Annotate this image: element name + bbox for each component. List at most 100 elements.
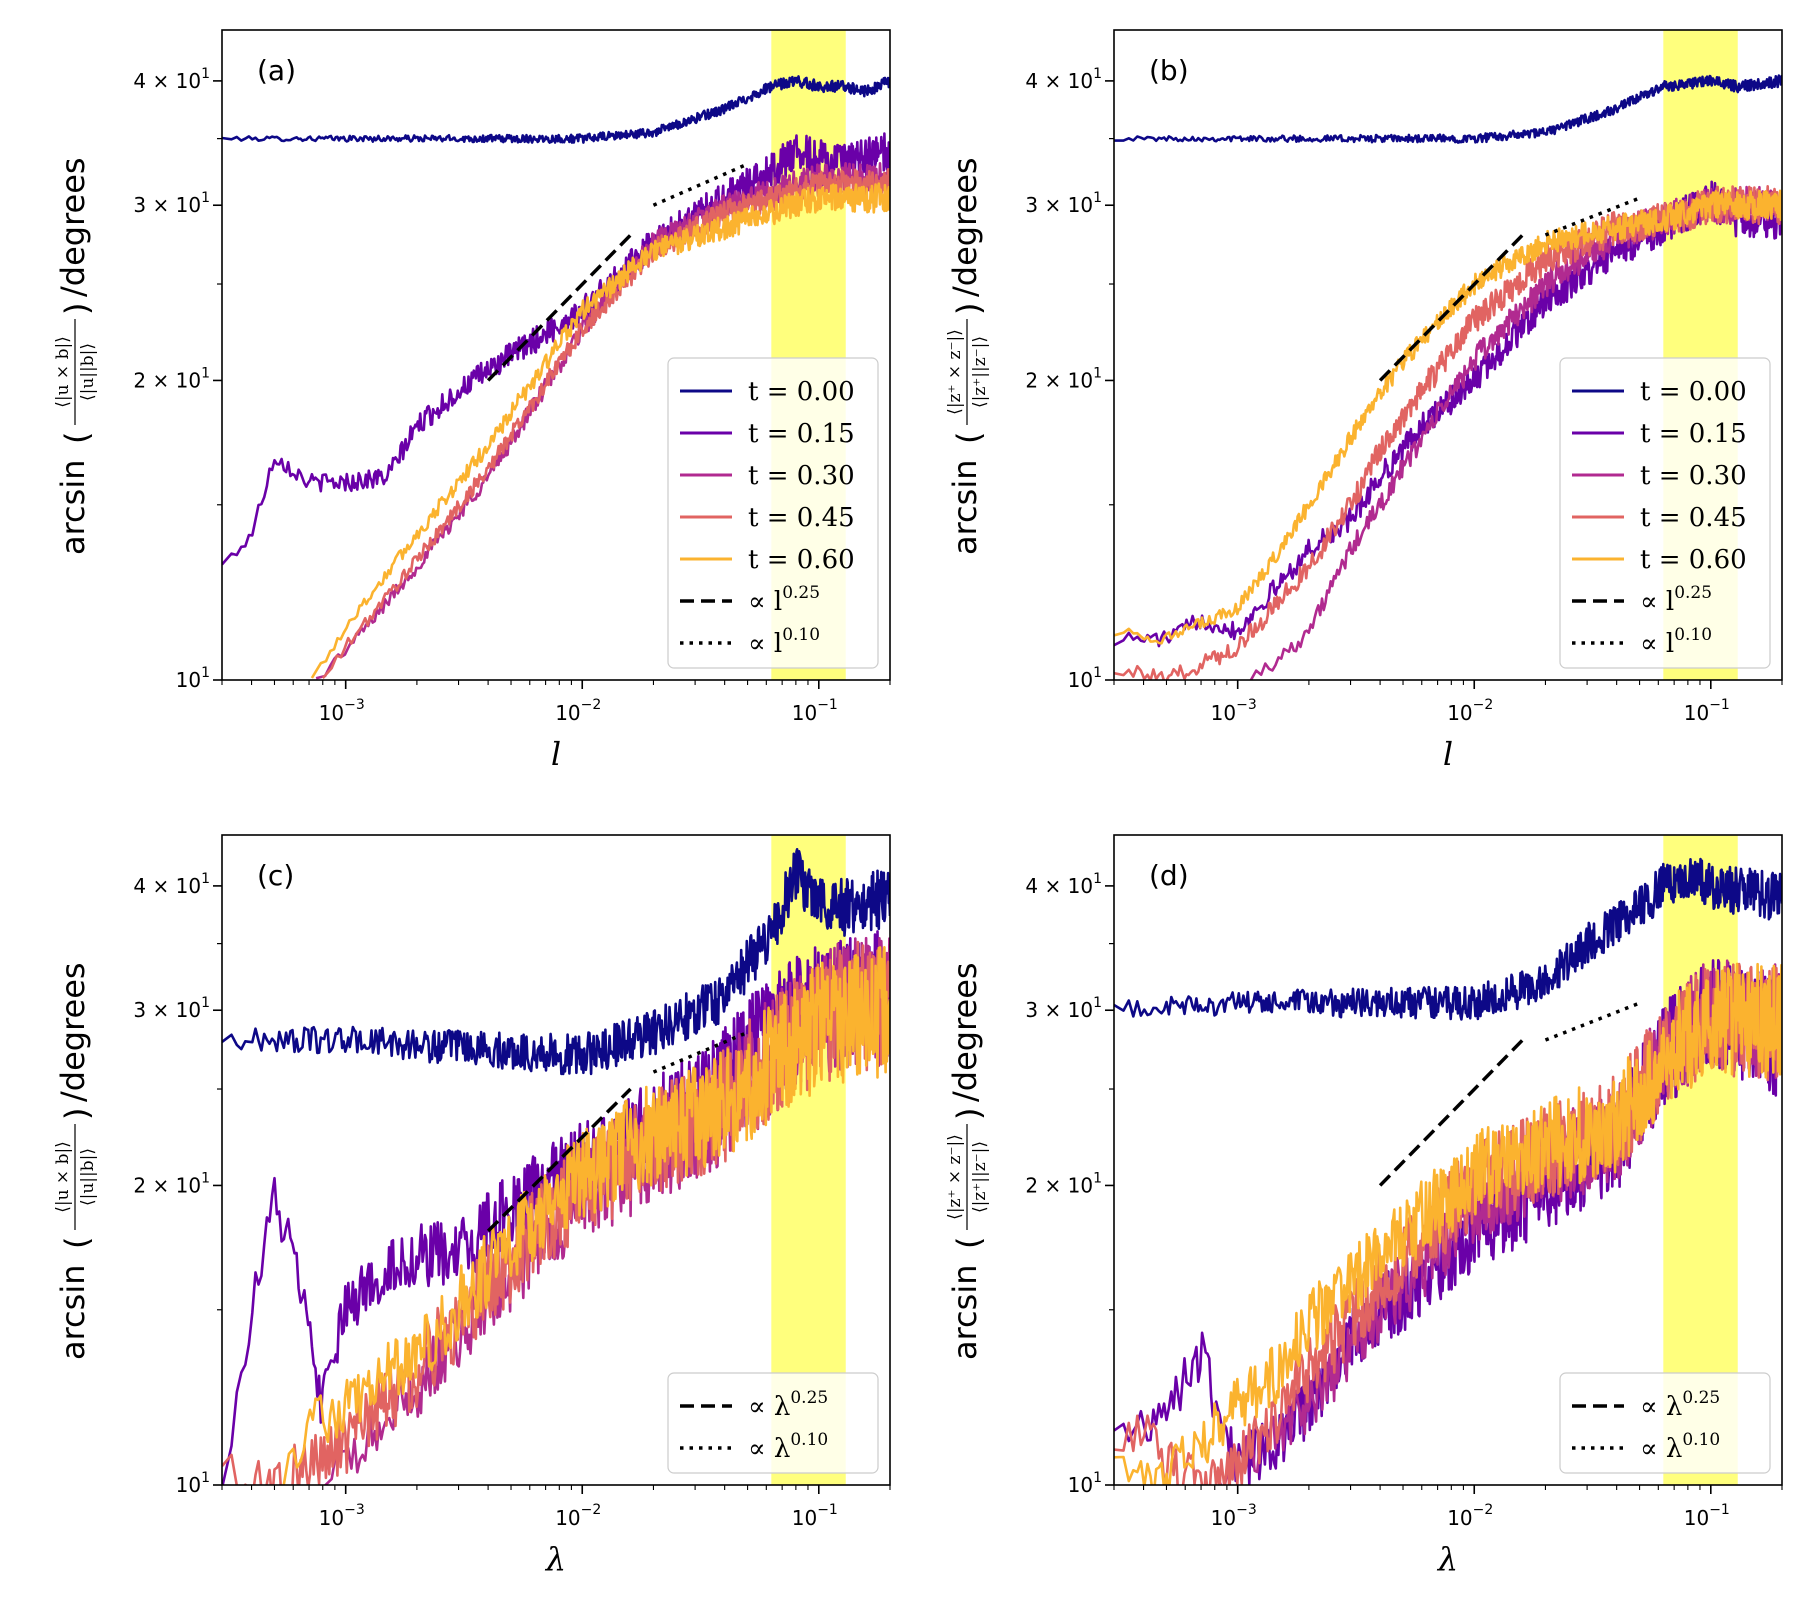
x-tick-label-exponent: −3 <box>1236 1502 1257 1518</box>
y-tick-label: 4 × 101 <box>1025 66 1102 93</box>
x-tick-label-base: 10 <box>1684 1506 1709 1530</box>
y-tick-label-base: 4 × 10 <box>133 874 201 898</box>
y-tick-label-exponent: 1 <box>1093 665 1102 681</box>
x-tick-label: 10−1 <box>1684 697 1730 725</box>
y-tick-label: 4 × 101 <box>133 66 210 93</box>
y-axis-label-paren-open: ( <box>58 432 96 444</box>
legend-label-text: t = 0.15 <box>1640 419 1747 449</box>
y-tick-label-exponent: 1 <box>1093 995 1102 1011</box>
series-line-1 <box>1114 74 1782 144</box>
x-tick-label: 10−1 <box>1684 1502 1730 1530</box>
legend-label-exponent: 0.25 <box>782 583 820 603</box>
y-tick-label-base: 2 × 10 <box>133 368 201 392</box>
legend-label-text: t = 0.45 <box>1640 503 1747 533</box>
y-tick-label-exponent: 1 <box>201 665 210 681</box>
legend-label-text: ∝ l <box>748 587 782 617</box>
x-tick-label-exponent: −3 <box>1236 697 1257 713</box>
y-axis-label-paren-open: ( <box>58 1237 96 1249</box>
plot-area <box>222 848 890 1485</box>
x-tick-label: 10−2 <box>1447 697 1493 725</box>
y-tick-label-exponent: 1 <box>201 66 210 82</box>
legend-label-exponent: 0.25 <box>1682 1388 1720 1408</box>
legend-box <box>667 357 879 669</box>
legend-label: ∝ λ0.25 <box>748 1388 828 1422</box>
y-axis-label-paren-close: ) <box>950 1108 988 1120</box>
y-tick-label: 2 × 101 <box>133 365 210 392</box>
legend-label-text: t = 0.45 <box>748 503 855 533</box>
axes-frame <box>1113 834 1783 1486</box>
y-axis-label-prefix: arcsin <box>54 460 92 556</box>
y-tick-label-base: 2 × 10 <box>1025 368 1093 392</box>
y-axis-label-numerator: ⟨|u × b|⟩ <box>53 1141 73 1213</box>
y-tick-label: 2 × 101 <box>1025 1170 1102 1197</box>
legend: ∝ λ0.25 ∝ λ0.10 <box>1559 1372 1771 1474</box>
panel-label: (d) <box>1149 859 1189 892</box>
y-axis-label-suffix: /degrees <box>946 962 984 1102</box>
series-line-1 <box>222 848 890 1076</box>
reference-line-dashed <box>1378 233 1524 382</box>
y-axis-label-paren-close: ) <box>58 1108 96 1120</box>
x-tick-label-exponent: −3 <box>344 1502 365 1518</box>
legend-label-exponent: 0.25 <box>1674 583 1712 603</box>
x-tick-label-exponent: −2 <box>1473 1502 1494 1518</box>
legend-label-exponent: 0.25 <box>790 1388 828 1408</box>
legend-label-text: ∝ λ <box>748 1392 790 1422</box>
reference-line-dotted <box>652 162 749 207</box>
legend-label: ∝ λ0.25 <box>1640 1388 1720 1422</box>
plot-area <box>222 75 890 680</box>
y-axis-label-prefix: arcsin <box>54 1265 92 1361</box>
reference-line-dashed <box>486 1087 632 1233</box>
axes-frame <box>1113 29 1783 681</box>
x-axis-label: λ <box>1436 1540 1458 1578</box>
y-tick-label-exponent: 1 <box>1093 190 1102 206</box>
y-tick-label-exponent: 1 <box>1093 365 1102 381</box>
series-line-5 <box>1114 962 1782 1485</box>
y-axis-label-paren-close: ) <box>950 303 988 315</box>
legend-label: t = 0.60 <box>748 545 855 575</box>
x-tick-label-base: 10 <box>555 701 580 725</box>
x-tick-label-base: 10 <box>1447 701 1472 725</box>
y-axis-label-suffix: /degrees <box>54 157 92 297</box>
x-tick-label-base: 10 <box>1211 1506 1236 1530</box>
y-tick-label-base: 4 × 10 <box>1025 69 1093 93</box>
legend-label: t = 0.45 <box>748 503 855 533</box>
y-axis-label-suffix: /degrees <box>54 962 92 1102</box>
x-tick-label-exponent: −2 <box>581 1502 602 1518</box>
reference-line-dashed <box>1378 1038 1524 1187</box>
x-tick-label-base: 10 <box>319 701 344 725</box>
series-line-1 <box>1114 857 1782 1021</box>
x-tick-label: 10−2 <box>555 1502 601 1530</box>
x-tick-label-base: 10 <box>792 1506 817 1530</box>
series-line-5 <box>1114 189 1782 645</box>
y-tick-label-base: 3 × 10 <box>133 998 201 1022</box>
legend-label: t = 0.00 <box>748 377 855 407</box>
y-tick-label-base: 10 <box>176 1473 201 1497</box>
legend-label-text: t = 0.60 <box>1640 545 1747 575</box>
legend-label-text: t = 0.30 <box>748 461 855 491</box>
y-tick-label-base: 10 <box>1068 1473 1093 1497</box>
axes-frame <box>221 29 891 681</box>
y-tick-label-base: 3 × 10 <box>1025 998 1093 1022</box>
legend: ∝ λ0.25∝ λ0.10 <box>667 1372 879 1474</box>
y-tick-label-exponent: 1 <box>201 365 210 381</box>
y-tick-label-exponent: 1 <box>1093 1170 1102 1186</box>
x-tick-label: 10−1 <box>792 1502 838 1530</box>
y-tick-label-base: 4 × 10 <box>1025 874 1093 898</box>
legend-label-text: ∝ l <box>1640 629 1674 659</box>
legend-label-exponent: 0.10 <box>782 625 820 645</box>
legend-label: t = 0.00 <box>1640 377 1747 407</box>
legend-label-text: ∝ λ <box>1640 1392 1682 1422</box>
y-axis-label-denominator: ⟨|u||b|⟩ <box>78 1148 98 1206</box>
x-tick-label-base: 10 <box>319 1506 344 1530</box>
panel-label: (c) <box>257 859 294 892</box>
y-tick-label-exponent: 1 <box>1093 871 1102 887</box>
plot-area <box>1114 857 1782 1485</box>
y-axis-label-denominator: ⟨|u||b|⟩ <box>78 343 98 401</box>
legend: t = 0.00 t = 0.15 t = 0.30 t = 0.45 t = 0.60… <box>1559 357 1771 669</box>
x-tick-label-base: 10 <box>1447 1506 1472 1530</box>
legend-label: ∝ λ0.10 <box>1640 1430 1720 1464</box>
